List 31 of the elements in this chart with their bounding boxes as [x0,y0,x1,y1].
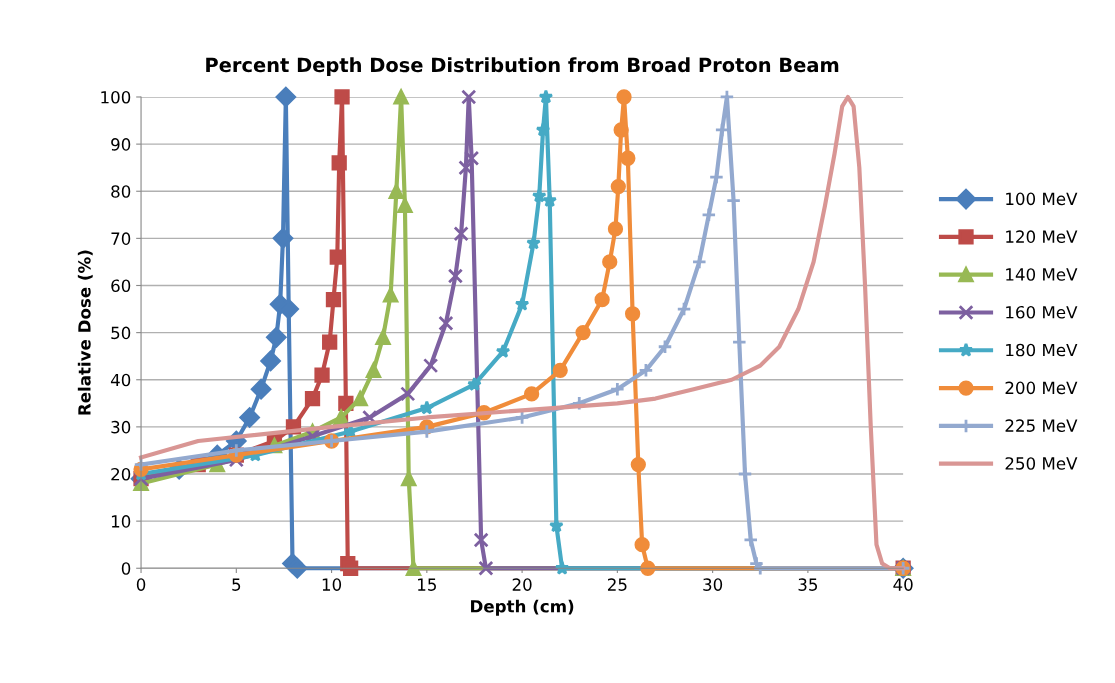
y-tick-label: 30 [111,420,131,434]
y-tick-label: 20 [111,467,131,481]
legend-label: 140 MeV [1006,268,1078,281]
y-tick-label: 90 [111,138,131,151]
y-tick-label: 40 [110,373,131,387]
x-tick-label: 5 [232,578,241,591]
x-tick-label: 15 [418,578,436,591]
x-tick-label: 30 [703,578,723,591]
chart-title: Percent Depth Dose Distribution from Broad Proton Beam [206,57,839,77]
x-tick-label: 20 [512,578,532,591]
x-tick-label: 0 [136,578,146,591]
legend-label: 180 MeV [1006,343,1078,357]
legend-label: 225 MeV [1005,419,1078,432]
y-tick-label: 10 [111,515,131,528]
legend-label: 200 MeV [1005,381,1078,395]
legend-label: 100 MeV [1006,192,1078,206]
legend-label: 160 MeV [1006,305,1078,319]
y-axis-title: Relative Dose (%) [77,250,93,415]
y-tick-label: 0 [121,562,131,575]
y-tick-label: 50 [111,326,131,340]
x-axis-title: Depth (cm) [471,599,574,616]
legend-label: 120 MeV [1006,230,1078,243]
y-tick-label: 80 [111,185,131,198]
x-tick-label: 40 [893,578,913,591]
y-tick-label: 70 [111,232,131,245]
x-tick-label: 10 [322,578,342,591]
y-tick-label: 100 [101,90,131,104]
x-tick-label: 35 [798,578,818,591]
y-tick-label: 60 [111,279,131,293]
legend-label: 250 MeV [1005,457,1078,470]
x-tick-label: 25 [607,578,627,591]
